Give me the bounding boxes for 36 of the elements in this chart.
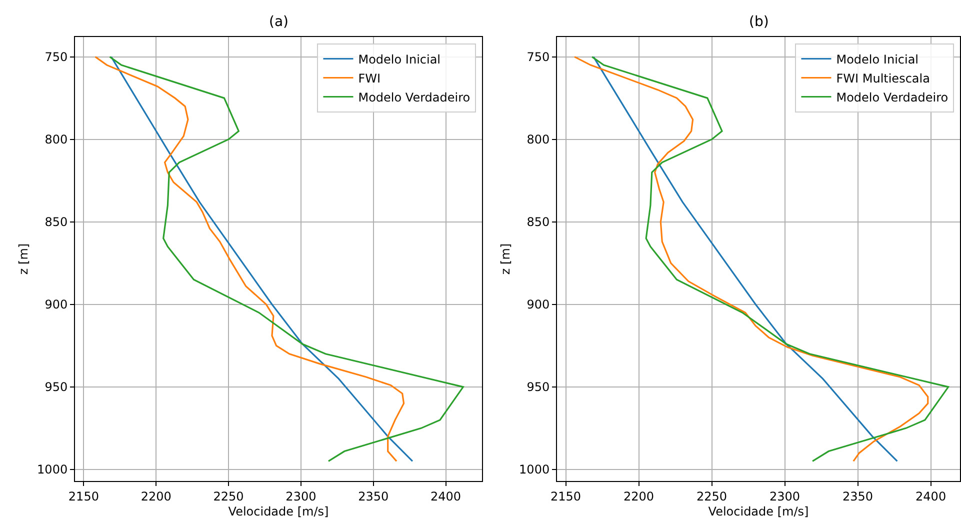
x-tick-label: 2400	[916, 489, 946, 504]
chart-title: (a)	[269, 14, 289, 30]
x-tick-label: 2300	[286, 489, 316, 504]
chart-title: (b)	[749, 14, 769, 30]
y-axis-title: z [m]	[498, 243, 512, 275]
legend-label: FWI Multiescala	[836, 71, 930, 86]
y-tick-label: 800	[44, 132, 68, 147]
x-tick-label: 2150	[550, 489, 582, 504]
y-tick-label: 950	[44, 380, 68, 394]
x-tick-label: 2150	[68, 489, 99, 504]
y-tick-label: 950	[526, 380, 550, 394]
y-tick-label: 750	[44, 50, 68, 64]
y-tick-label: 850	[44, 215, 68, 230]
legend-label: Modelo Verdadeiro	[836, 90, 948, 104]
legend-label: Modelo Inicial	[358, 52, 441, 66]
x-axis-title: Velocidade [m/s]	[228, 504, 329, 518]
x-tick-label: 2250	[213, 489, 244, 504]
y-tick-label: 1000	[519, 462, 550, 477]
x-tick-label: 2350	[358, 489, 389, 504]
y-tick-label: 900	[526, 298, 550, 312]
x-tick-label: 2200	[140, 489, 172, 504]
y-tick-label: 750	[526, 50, 550, 64]
x-tick-label: 2250	[696, 489, 728, 504]
legend-label: Modelo Inicial	[836, 52, 919, 66]
x-tick-label: 2400	[430, 489, 462, 504]
y-tick-label: 900	[44, 298, 68, 312]
y-tick-label: 800	[526, 132, 550, 147]
x-tick-label: 2200	[623, 489, 654, 504]
x-tick-label: 2300	[770, 489, 800, 504]
legend-label: Modelo Verdadeiro	[358, 90, 470, 104]
legend-label: FWI	[358, 71, 381, 86]
x-tick-label: 2350	[842, 489, 874, 504]
y-axis-title: z [m]	[16, 243, 30, 275]
y-tick-label: 850	[526, 215, 550, 230]
y-tick-label: 1000	[37, 462, 68, 477]
x-axis-title: Velocidade [m/s]	[708, 504, 809, 518]
